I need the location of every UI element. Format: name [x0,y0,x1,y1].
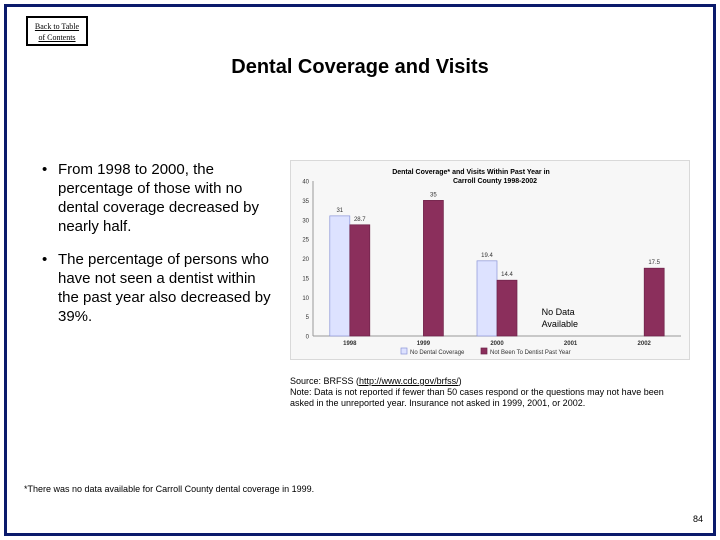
source-note-text: Note: Data is not reported if fewer than… [290,387,664,408]
page-title: Dental Coverage and Visits [0,56,720,79]
x-tick-label: 2000 [490,341,504,347]
bullet-item: • The percentage of persons who have not … [40,250,276,326]
bullet-item: • From 1998 to 2000, the percentage of th… [40,160,276,236]
legend-swatch [481,348,487,354]
brfss-link[interactable]: http://www.cdc.gov/brfss/ [359,376,459,386]
bar-no-visit [644,268,664,336]
bar-no-visit [423,200,443,336]
legend-label: Not Been To Dentist Past Year [490,350,571,356]
bullet-text: The percentage of persons who have not s… [58,251,271,325]
bar-chart: Dental Coverage* and Visits Within Past … [291,161,689,359]
bar-no-coverage [477,261,497,336]
legend-label: No Dental Coverage [410,350,465,356]
data-label: 31 [336,208,343,214]
footnote: *There was no data available for Carroll… [24,484,314,494]
no-data-annotation: Available [542,319,578,329]
y-tick-label: 40 [302,180,309,186]
data-label: 28.7 [354,217,366,223]
chart-title-line2: Carroll County 1998-2002 [453,178,537,185]
data-label: 19.4 [481,253,493,259]
y-tick-label: 15 [302,276,309,282]
chart-container: Dental Coverage* and Visits Within Past … [290,160,690,360]
bullet-dot-icon: • [42,250,47,269]
bullet-dot-icon: • [42,160,47,179]
x-tick-label: 1998 [343,341,357,347]
y-tick-label: 30 [302,218,309,224]
x-tick-label: 1999 [417,341,431,347]
back-to-toc-link[interactable]: Back to Table of Contents [26,16,88,46]
y-tick-label: 5 [306,315,310,321]
y-tick-label: 0 [306,335,310,341]
x-tick-label: 2002 [638,341,652,347]
source-suffix: ) [459,376,462,386]
back-link-line1: Back to Table [35,22,79,31]
x-tick-label: 2001 [564,341,578,347]
source-prefix: Source: BRFSS ( [290,376,359,386]
data-label: 17.5 [648,260,660,266]
y-tick-label: 35 [302,199,309,205]
bar-no-coverage [330,216,350,336]
y-tick-label: 10 [302,296,309,302]
y-tick-label: 20 [302,257,309,263]
chart-title-line1: Dental Coverage* and Visits Within Past … [392,169,550,176]
data-label: 35 [430,192,437,198]
data-label: 14.4 [501,272,513,278]
back-link-line2: of Contents [38,33,75,42]
bullet-text: From 1998 to 2000, the percentage of tho… [58,161,259,235]
source-note: Source: BRFSS (http://www.cdc.gov/brfss/… [290,376,690,409]
legend-swatch [401,348,407,354]
bullet-list: • From 1998 to 2000, the percentage of th… [40,160,276,340]
bar-no-visit [497,280,517,336]
page-number: 84 [693,514,703,524]
no-data-annotation: No Data [542,307,575,317]
y-tick-label: 25 [302,238,309,244]
bar-no-visit [350,225,370,336]
